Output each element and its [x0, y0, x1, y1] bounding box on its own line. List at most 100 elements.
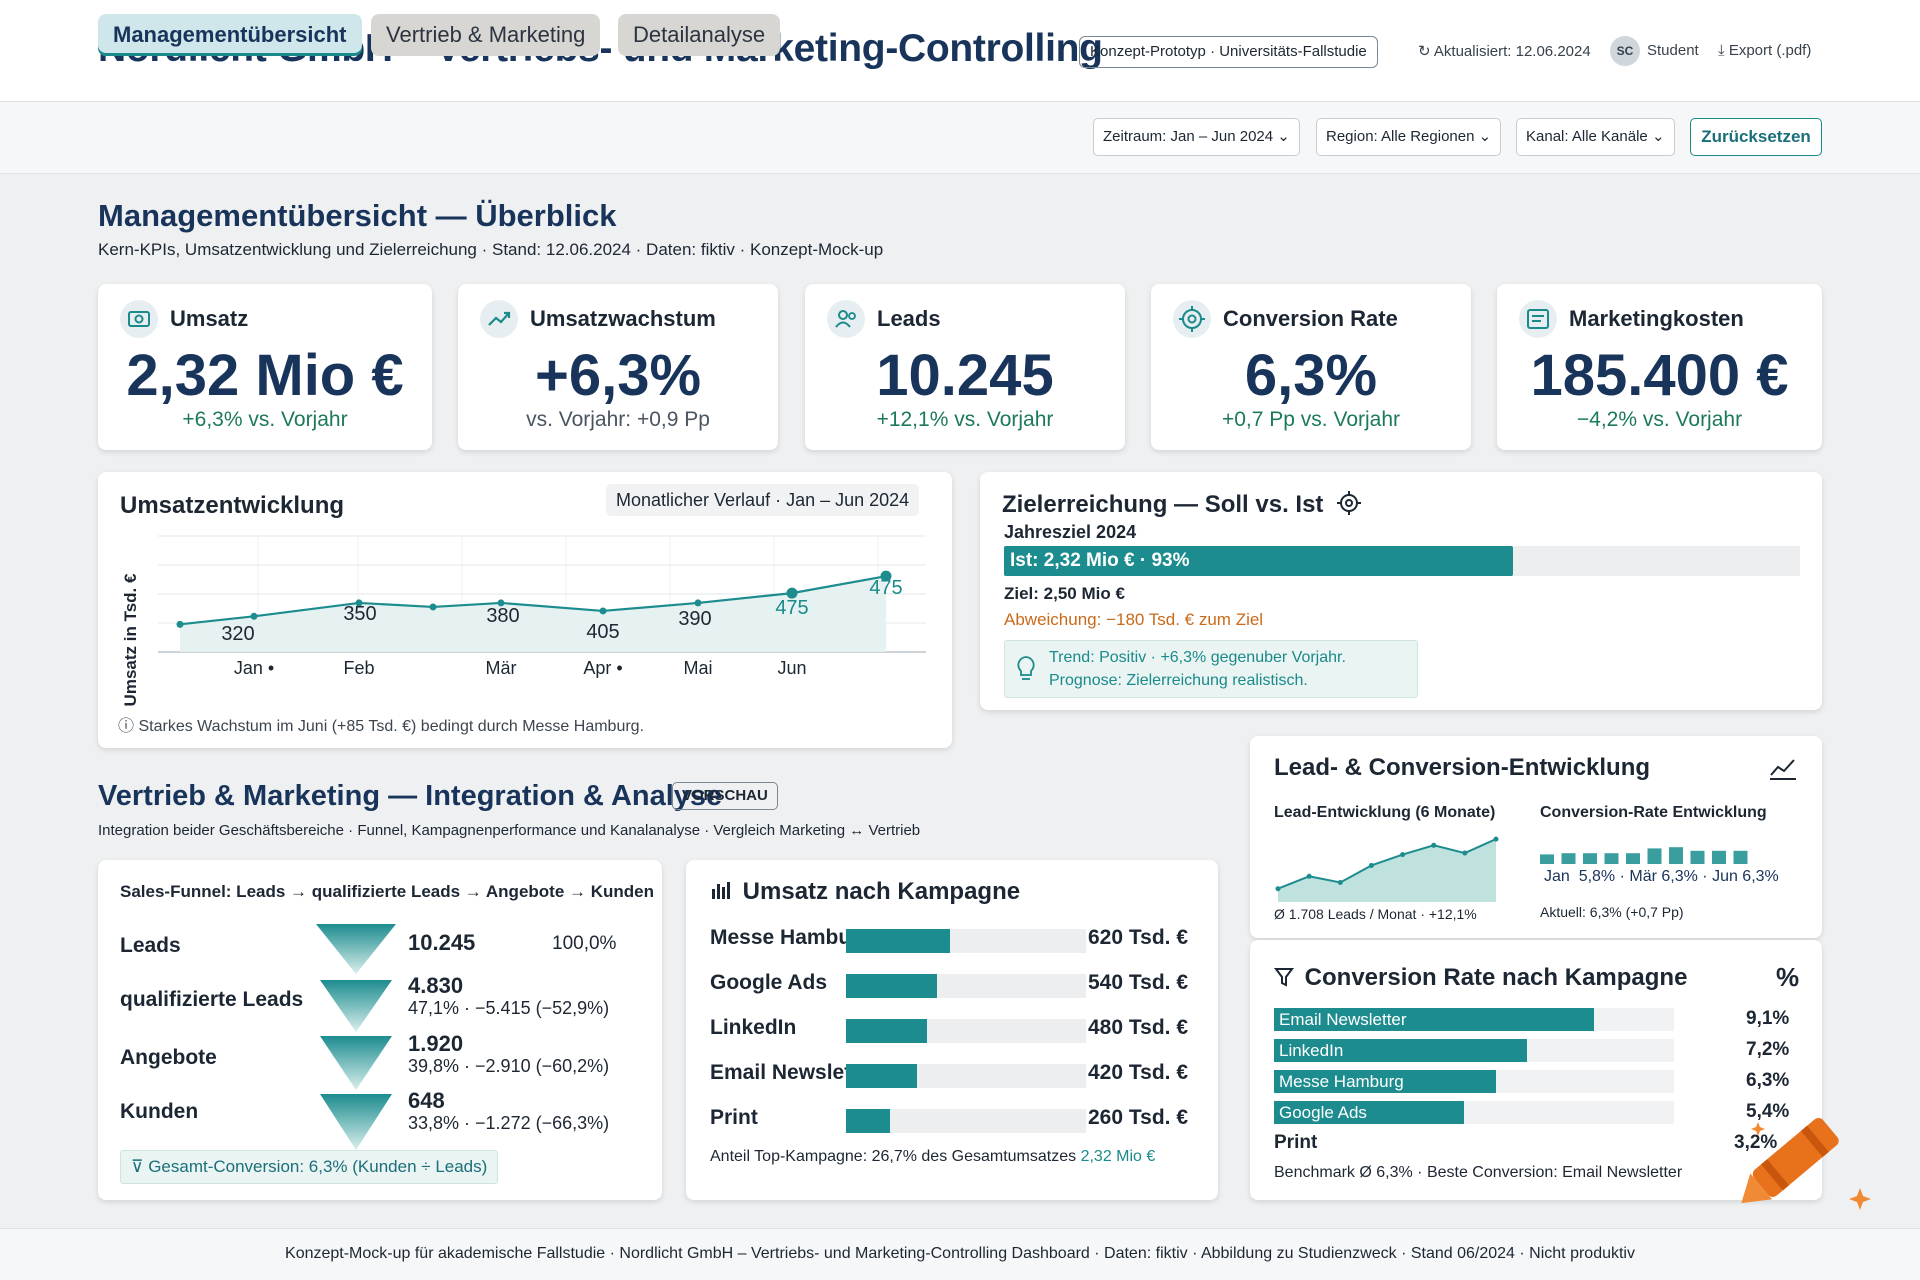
campaign-value: 260 Tsd. €	[1088, 1106, 1188, 1129]
data-point	[599, 607, 607, 615]
avatar[interactable]: SC	[1610, 36, 1640, 66]
lead-point	[1400, 852, 1406, 858]
overview-subtitle: Kern-KPIs, Umsatzentwicklung und Zielerr…	[98, 240, 884, 259]
cr-bar: Messe Hamburg	[1274, 1070, 1496, 1093]
region-filter[interactable]: Region: Alle Regionen ⌄	[1316, 118, 1502, 156]
lead-point	[1337, 880, 1343, 885]
kpi-value: 185.400 €	[1530, 343, 1789, 408]
campaign-value: 620 Tsd. €	[1088, 926, 1188, 949]
x-tick-label: Mär	[486, 658, 517, 678]
campaign-bar-track	[846, 974, 1086, 998]
funnel-stage-shape	[320, 980, 392, 1032]
revenue-area	[180, 576, 886, 652]
revenue-chart-title: Umsatzentwicklung	[120, 492, 345, 519]
campaign-bar	[846, 929, 950, 953]
y-axis-label: Umsatz in Tsd. €	[121, 573, 140, 706]
tab-detailanalyse[interactable]: Detailanalyse	[618, 14, 781, 56]
lightbulb-icon	[1015, 655, 1037, 688]
revenue-line-chart: 320 350 380 405 390 475 475 Jan • Feb Mär Apr • Mai…	[121, 535, 926, 706]
export-label: Export (.pdf)	[1728, 42, 1812, 59]
tab-managementuebersicht[interactable]: Managementübersicht	[98, 14, 362, 56]
line-chart-icon[interactable]	[1768, 756, 1798, 787]
cr-value: 7,2%	[1746, 1039, 1790, 1060]
reset-button[interactable]: Zurücksetzen	[1690, 118, 1822, 156]
conversion-bar	[1626, 853, 1640, 864]
goal-progress-track: Ist: 2,32 Mio € · 93%	[1004, 546, 1800, 576]
campaign-bar-track	[846, 1019, 1086, 1043]
funnel-stage-label: Angebote	[120, 1046, 217, 1069]
funnel-stage-value: 1.920	[408, 1031, 464, 1056]
conversion-bar-chart	[1540, 847, 1748, 864]
funnel-stage-label: qualifizierte Leads	[120, 988, 304, 1011]
cash-icon	[120, 300, 158, 338]
kpi-label: Umsatz	[170, 306, 249, 331]
chevron-down-icon: ⌄	[1478, 128, 1492, 145]
x-tick-label: Apr •	[583, 658, 622, 678]
crosshair-icon	[1336, 490, 1362, 523]
data-point	[786, 587, 798, 599]
overview-title: Managementübersicht — Überblick	[98, 198, 617, 233]
goal-card: Zielerreichung — Soll vs. Ist Jahresziel…	[980, 472, 1822, 710]
kpi-value: +6,3%	[534, 343, 702, 408]
cr-bar: Google Ads	[1274, 1101, 1464, 1124]
funnel-card: Sales-Funnel: Leads → qualifizierte Lead…	[98, 860, 662, 1200]
invoice-icon	[1519, 300, 1557, 338]
percent-unit: %	[1776, 962, 1800, 992]
lead-point	[1306, 873, 1312, 879]
conversion-bar	[1583, 853, 1597, 864]
tab-vertrieb-marketing[interactable]: Vertrieb & Marketing	[371, 14, 601, 56]
cr-bar: LinkedIn	[1274, 1039, 1527, 1062]
export-button[interactable]: ⤓ Export (.pdf)	[1718, 42, 1811, 59]
point-label: 475	[869, 577, 902, 599]
data-point	[250, 612, 258, 620]
data-point	[355, 599, 363, 607]
conversion-ticks: Jan 5,8% · Mär 6,3% · Jun 6,3%	[1544, 868, 1779, 885]
region-filter-label: Region: Alle Regionen	[1326, 128, 1475, 145]
crayon-icon	[1741, 1117, 1871, 1210]
goal-label: Jahresziel 2024	[1004, 522, 1137, 542]
goal-forecast-text: Prognose: Zielerreichung realistisch.	[1049, 672, 1308, 689]
point-label: 405	[586, 621, 619, 643]
revenue-note-text: Starkes Wachstum im Juni (+85 Tsd. €) be…	[138, 718, 645, 735]
kpi-delta: +0,7 Pp vs. Vorjahr	[1221, 408, 1401, 431]
cr-by-campaign-card: Conversion Rate nach Kampagne % Email Ne…	[1250, 940, 1822, 1200]
kpi-delta: vs. Vorjahr: +0,9 Pp	[526, 408, 710, 431]
funnel-stage-share: 39,8% · −2.910 (−60,2%)	[408, 1056, 610, 1076]
kpi-delta: +6,3% vs. Vorjahr	[182, 408, 348, 431]
conversion-chart-label: Conversion-Rate Entwicklung	[1540, 804, 1767, 821]
funnel-stage-share: 47,1% · −5.415 (−52,9%)	[408, 998, 610, 1018]
funnel-total-text: Gesamt-Conversion: 6,3% (Kunden ÷ Leads)	[148, 1157, 488, 1176]
kpi-delta: +12,1% vs. Vorjahr	[876, 408, 1054, 431]
point-label: 350	[343, 603, 376, 625]
user-name[interactable]: Student	[1647, 42, 1699, 59]
filter-icon: ⊽	[131, 1157, 144, 1176]
point-label: 380	[486, 605, 519, 627]
sales-section-subtitle: Integration beider Geschäftsbereiche · F…	[98, 822, 921, 839]
period-filter[interactable]: Zeitraum: Jan – Jun 2024 ⌄	[1093, 118, 1300, 156]
prototype-badge: Konzept-Prototyp · Universitäts-Fallstud…	[1079, 36, 1378, 68]
x-tick-label: Jun	[777, 658, 806, 678]
lead-conversion-card: Lead- & Conversion-Entwicklung Lead-Entw…	[1250, 736, 1822, 938]
conversion-bar	[1647, 848, 1662, 864]
campaign-label: Messe Hamburg	[710, 926, 873, 949]
funnel-stage-shape	[320, 1036, 392, 1090]
lead-point	[1275, 886, 1281, 892]
funnel-stage-label: Kunden	[120, 1100, 199, 1123]
funnel-stage-share: 100,0%	[552, 933, 617, 954]
campaign-revenue-footer: Anteil Top-Kampagne: 26,7% des Gesamtums…	[710, 1148, 1155, 1166]
channel-filter[interactable]: Kanal: Alle Kanäle ⌄	[1516, 118, 1675, 156]
kpi-card-marketingkosten: Marketingkosten 185.400 € −4,2% vs. Vorj…	[1497, 284, 1822, 450]
kpi-label: Leads	[877, 306, 941, 331]
campaign-value: 420 Tsd. €	[1088, 1061, 1188, 1084]
lead-point	[1493, 836, 1499, 842]
point-label: 320	[221, 623, 254, 645]
cr-campaign-title-text: Conversion Rate nach Kampagne	[1304, 964, 1688, 991]
campaign-revenue-title-text: Umsatz nach Kampagne	[742, 878, 1021, 905]
filter-icon	[1274, 966, 1294, 995]
campaign-bar-track	[846, 929, 1086, 953]
kpi-card-conversion: Conversion Rate 6,3% +0,7 Pp vs. Vorjahr	[1151, 284, 1471, 450]
page-footer: Konzept-Mock-up für akademische Fallstud…	[0, 1228, 1920, 1280]
campaign-footer-text: Anteil Top-Kampagne: 26,7% des Gesamtums…	[710, 1148, 1077, 1165]
campaign-revenue-card: Umsatz nach Kampagne Messe Hamburg 620 T…	[686, 860, 1218, 1200]
last-updated[interactable]: ↻ Aktualisiert: 12.06.2024	[1418, 42, 1591, 60]
